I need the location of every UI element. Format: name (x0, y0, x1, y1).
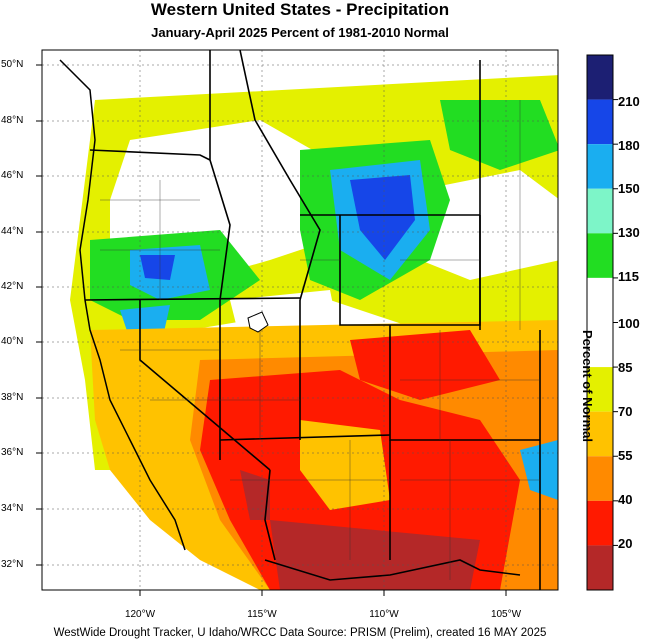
region-above-mt (440, 100, 558, 170)
lon-label-120: 120°W (124, 609, 156, 620)
legend-swatch (587, 55, 613, 100)
lat-label-42: 42°N (1, 281, 24, 292)
legend-label-150: 150 (618, 181, 640, 196)
county-lines (100, 100, 540, 580)
map-frame (41, 49, 559, 591)
lat-label-46: 46°N (1, 170, 24, 181)
lat-label-44: 44°N (1, 226, 24, 237)
map-title: Western United States - Precipitation (150, 0, 450, 19)
region-dry-co (350, 330, 500, 400)
region-wettest-wy (350, 175, 415, 260)
legend-label-85: 85 (618, 360, 633, 375)
legend-swatch (587, 545, 613, 590)
legend-swatch (587, 322, 613, 368)
region-very-dry-ca (240, 470, 270, 520)
legend-label-55: 55 (618, 448, 633, 463)
legend-label-20: 20 (618, 536, 633, 551)
legend-label-210: 210 (618, 94, 640, 109)
region-very-dry (270, 520, 480, 590)
legend-label-100: 100 (618, 316, 640, 331)
legend-swatch (587, 411, 613, 457)
lon-label-115: 115°W (247, 609, 277, 620)
lon-label-105: 105°W (490, 609, 522, 620)
footer-credit: WestWide Drought Tracker, U Idaho/WRCC D… (53, 627, 547, 639)
lat-label-38: 38°N (1, 392, 24, 403)
great-salt-lake (247, 311, 269, 333)
legend-title: Percent of Normal (580, 330, 595, 442)
region-wet-nm (520, 440, 558, 500)
legend-label-115: 115 (618, 269, 639, 284)
region-az-patch (300, 420, 390, 510)
legend-swatch (587, 277, 613, 323)
legend-frame (586, 54, 614, 591)
legend-label-70: 70 (618, 404, 633, 419)
lat-label-32: 32°N (1, 559, 24, 570)
state-boundaries (84, 50, 541, 590)
map-subtitle: January-April 2025 Percent of 1981-2010 … (151, 25, 449, 40)
legend-swatch (587, 188, 613, 234)
legend-swatch (587, 367, 613, 412)
lat-label-48: 48°N (1, 115, 24, 126)
legend-swatch (587, 500, 613, 546)
lat-label-40: 40°N (1, 336, 24, 347)
legend-label-130: 130 (618, 225, 640, 240)
lat-label-50: 50°N (1, 59, 24, 70)
legend-label-180: 180 (618, 138, 640, 153)
legend-swatch (587, 99, 613, 145)
lat-label-36: 36°N (1, 447, 24, 458)
legend-swatch (587, 144, 613, 189)
axis-ticks (36, 64, 507, 596)
legend-swatch (587, 233, 613, 278)
legend-label-40: 40 (618, 492, 633, 507)
region-normal-east (420, 170, 558, 280)
legend-swatch (587, 456, 613, 501)
map-plot-area (42, 50, 558, 590)
coastline (59, 59, 186, 551)
lat-label-34: 34°N (1, 503, 24, 514)
lon-label-110: 110°W (369, 609, 399, 620)
region-wettest-id (140, 255, 175, 280)
